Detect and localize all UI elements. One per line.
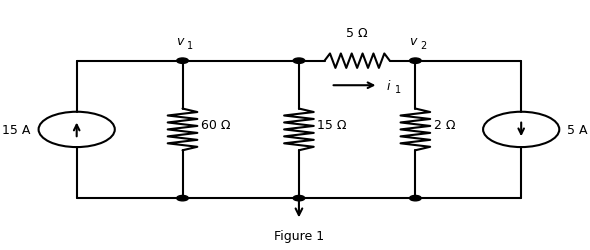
Text: 2 Ω: 2 Ω bbox=[434, 118, 455, 132]
Text: 5 A: 5 A bbox=[567, 124, 588, 136]
Circle shape bbox=[293, 59, 305, 64]
Text: 15 A: 15 A bbox=[2, 124, 31, 136]
Text: v: v bbox=[409, 35, 417, 48]
Circle shape bbox=[409, 196, 421, 201]
Text: 2: 2 bbox=[420, 40, 427, 50]
Text: 60 Ω: 60 Ω bbox=[201, 118, 231, 132]
Circle shape bbox=[293, 196, 305, 201]
Text: 1: 1 bbox=[188, 40, 194, 50]
Circle shape bbox=[176, 196, 188, 201]
Text: v: v bbox=[176, 35, 183, 48]
Text: 15 Ω: 15 Ω bbox=[317, 118, 347, 132]
Text: 5 Ω: 5 Ω bbox=[346, 26, 368, 40]
Text: i: i bbox=[386, 80, 390, 92]
Text: Figure 1: Figure 1 bbox=[274, 230, 324, 242]
Text: 1: 1 bbox=[395, 84, 401, 94]
Circle shape bbox=[176, 59, 188, 64]
Circle shape bbox=[409, 59, 421, 64]
